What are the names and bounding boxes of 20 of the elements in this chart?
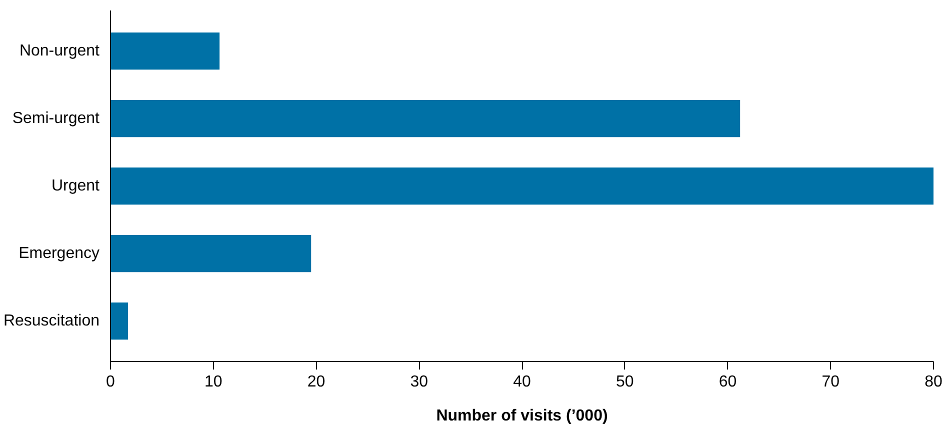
x-tick-label: 70: [822, 374, 840, 390]
x-tick-label: 30: [410, 374, 428, 390]
x-tick-label: 20: [307, 374, 326, 390]
x-tick-label: 60: [718, 374, 737, 390]
y-tick-label: Non-urgent: [19, 42, 100, 60]
bar: [110, 234, 312, 272]
y-tick-label: Urgent: [51, 178, 100, 194]
x-tick-label: 80: [924, 374, 942, 390]
x-tick-label: 10: [204, 374, 222, 390]
y-tick-label: Semi-urgent: [12, 110, 100, 127]
x-axis-title: Number of visits (’000): [436, 408, 608, 424]
bar: [110, 100, 740, 138]
bar: [110, 167, 934, 205]
x-tick-label: 40: [513, 374, 531, 390]
bar: [110, 302, 128, 340]
x-tick-label: 50: [616, 374, 634, 390]
x-tick-label: 0: [106, 374, 116, 390]
y-tick-label: Resuscitation: [3, 312, 100, 330]
bar: [110, 32, 220, 70]
y-tick-label: Emergency: [18, 245, 100, 262]
